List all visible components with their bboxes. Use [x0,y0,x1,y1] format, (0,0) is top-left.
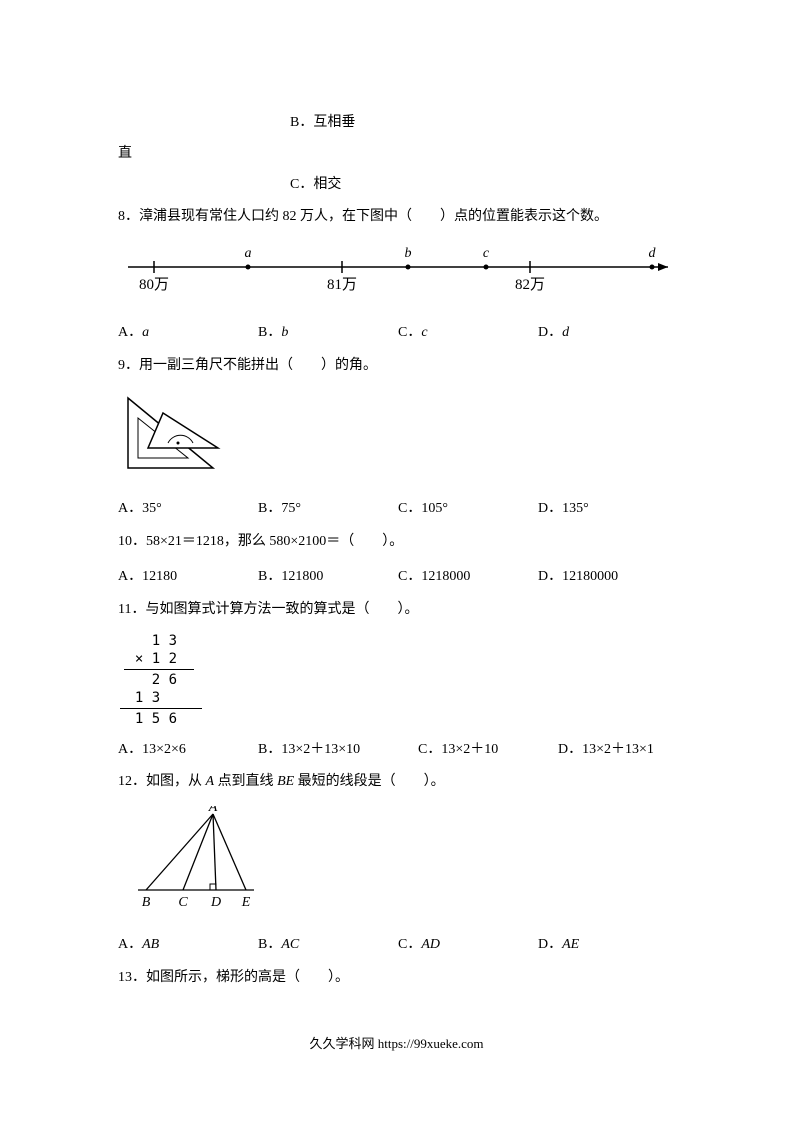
q11-opt-c: C．13×2＋10 [418,735,558,766]
q7-wrap: 直 [118,139,675,170]
q9-opt-c: C．105° [398,494,538,525]
q11-calculation: 1 3 × 1 2 2 6 1 3 1 5 6 [118,632,675,729]
q9-opt-b: B．75° [258,494,398,525]
q11-opt-b: B．13×2＋13×10 [258,735,418,766]
svg-text:c: c [483,246,490,261]
q12-text: 12．如图，从 A 点到直线 BE 最短的线段是（ ）。 [118,767,675,798]
q10-text: 10．58×21＝1218，那么 580×2100＝（ ）。 [118,527,675,558]
q12-triangle-svg: A B C D E [128,806,268,911]
q11-options: A．13×2×6 B．13×2＋13×10 C．13×2＋10 D．13×2＋1… [118,735,675,766]
q8-opt-b: B．b [258,318,398,349]
q8-number-line: 80万 a 81万 b c 82万 d [118,241,675,310]
calc-r1: 1 3 [118,632,675,650]
q7-option-c: C．相交 [290,170,675,201]
page-content: B．互相垂 直 C．相交 8．漳浦县现有常住人口约 82 万人，在下图中（ ）点… [0,0,793,993]
q8-opt-a: A．a [118,318,258,349]
q7-opt-c-text: 相交 [313,177,341,192]
q9-options: A．35° B．75° C．105° D．135° [118,494,675,525]
q12-opt-a: A．AB [118,930,258,961]
calc-r2: × 1 2 [118,650,675,668]
triangle-ruler-svg [118,388,228,478]
q10-options: A．12180 B．121800 C．1218000 D．12180000 [118,562,675,593]
q7-opt-b-prefix: B． [290,115,313,130]
q9-opt-a: A．35° [118,494,258,525]
q12-triangle-figure: A B C D E [128,806,675,924]
page-footer: 久久学科网 https://99xueke.com [0,1033,793,1052]
calc-line2 [120,708,202,709]
q11-text: 11．与如图算式计算方法一致的算式是（ ）。 [118,595,675,626]
q12-opt-b: B．AC [258,930,398,961]
svg-text:C: C [178,895,188,910]
q8-options: A．a B．b C．c D．d [118,318,675,349]
number-line-svg: 80万 a 81万 b c 82万 d [118,241,688,297]
q7-opt-c-prefix: C． [290,177,313,192]
q10-opt-c: C．1218000 [398,562,538,593]
svg-text:81万: 81万 [327,277,357,293]
q10-opt-a: A．12180 [118,562,258,593]
q10-opt-d: D．12180000 [538,562,678,593]
svg-text:D: D [210,895,221,910]
svg-text:E: E [241,895,251,910]
svg-text:b: b [405,246,412,261]
svg-text:82万: 82万 [515,277,545,293]
q11-opt-a: A．13×2×6 [118,735,258,766]
svg-text:A: A [208,806,218,815]
q8-text: 8．漳浦县现有常住人口约 82 万人，在下图中（ ）点的位置能表示这个数。 [118,202,675,233]
q12-opt-c: C．AD [398,930,538,961]
calc-line1 [124,669,194,670]
svg-text:80万: 80万 [139,277,169,293]
q12-opt-d: D．AE [538,930,678,961]
q7-opt-b-text: 互相垂 [313,115,355,130]
svg-text:B: B [142,895,151,910]
q8-opt-c: C．c [398,318,538,349]
svg-text:a: a [245,246,252,261]
q9-text: 9．用一副三角尺不能拼出（ ）的角。 [118,351,675,382]
q7-option-b: B．互相垂 [290,108,675,139]
q12-options: A．AB B．AC C．AD D．AE [118,930,675,961]
q8-opt-d: D．d [538,318,678,349]
q10-opt-b: B．121800 [258,562,398,593]
svg-text:d: d [649,246,657,261]
calc-r5: 1 5 6 [118,710,675,728]
q13-text: 13．如图所示，梯形的高是（ ）。 [118,963,675,994]
calc-r3: 2 6 [118,671,675,689]
triangle-ruler-figure [118,388,675,491]
q11-opt-d: D．13×2＋13×1 [558,735,698,766]
q9-opt-d: D．135° [538,494,678,525]
calc-r4: 1 3 [118,689,675,707]
